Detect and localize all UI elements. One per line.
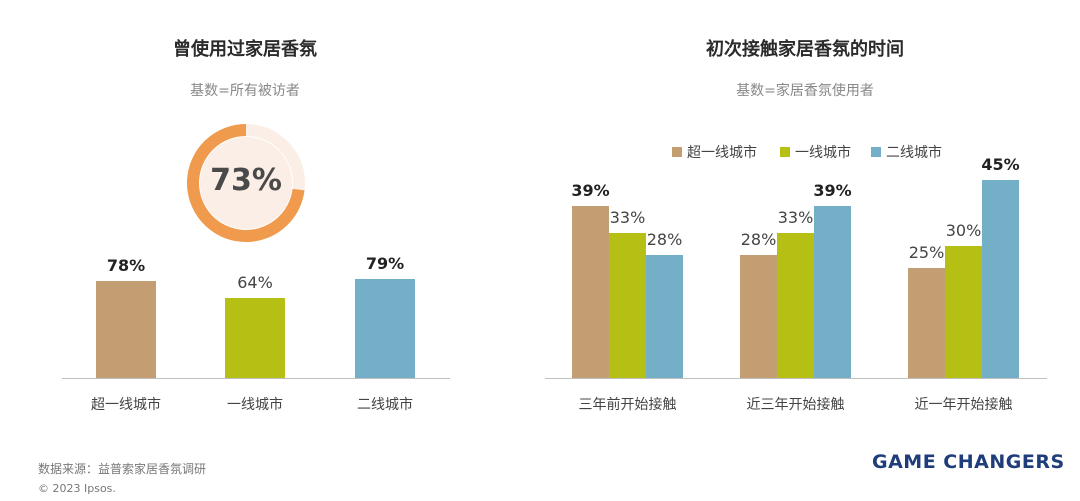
legend-label: 超一线城市 [687,145,757,161]
legend-item: 超一线城市 [672,142,757,162]
bar-3 [355,279,415,378]
x-tick-label: 二线城市 [357,397,413,413]
donut-chart [187,124,305,242]
x-tick-label: 近一年开始接触 [914,397,1013,413]
bar-1-3 [646,254,683,378]
right-x-axis [545,378,1047,379]
x-tick-label: 三年前开始接触 [578,397,677,413]
bar-1-2 [609,232,646,378]
bar-value-label: 45% [981,155,1020,174]
bar-2 [225,298,285,378]
legend-label: 一线城市 [795,145,851,161]
legend-swatch [871,147,881,157]
bar-value-label: 79% [365,254,405,274]
x-tick-label: 近三年开始接触 [746,397,845,413]
bar-value-label: 25% [908,243,945,262]
right-chart-title: 初次接触家居香氛的时间 [706,39,904,60]
x-tick-label: 超一线城市 [91,397,161,413]
bar-3-2 [945,246,982,378]
legend-item: 一线城市 [780,142,851,162]
bar-value-label: 28% [646,229,683,249]
bar-1 [96,280,156,378]
bar-3-1 [908,268,945,378]
legend-swatch [780,147,790,157]
bar-value-label: 33% [609,207,646,227]
legend-item: 二线城市 [871,142,942,162]
donut-value-label: 73% [210,163,282,198]
source-note: 数据来源：益普索家居香氛调研 [38,462,207,476]
legend-swatch [672,147,682,157]
bar-3-3 [982,180,1019,378]
bar-value-label: 39% [571,181,610,201]
left-x-axis [62,378,450,379]
bar-1-1 [572,206,609,378]
x-tick-label: 一线城市 [227,397,283,413]
bar-value-label: 78% [106,255,146,275]
bar-2-2 [777,232,814,378]
donut-arc [187,124,305,242]
left-chart-subtitle: 基数=所有被访者 [190,83,300,99]
bar-2-3 [814,206,851,378]
legend-label: 二线城市 [886,145,942,161]
right-chart-subtitle: 基数=家居香氛使用者 [736,83,874,99]
bar-value-label: 30% [945,221,982,240]
bar-2-1 [740,254,777,378]
brand-logo-text: GAME CHANGERS [872,451,1065,473]
donut-inner-fill [200,137,292,229]
copyright: © 2023 Ipsos. [38,482,116,495]
bar-value-label: 64% [237,273,273,292]
bar-value-label: 33% [777,207,814,227]
bar-value-label: 28% [740,229,777,249]
bar-value-label: 39% [813,181,852,201]
left-chart-title: 曾使用过家居香氛 [173,39,317,60]
